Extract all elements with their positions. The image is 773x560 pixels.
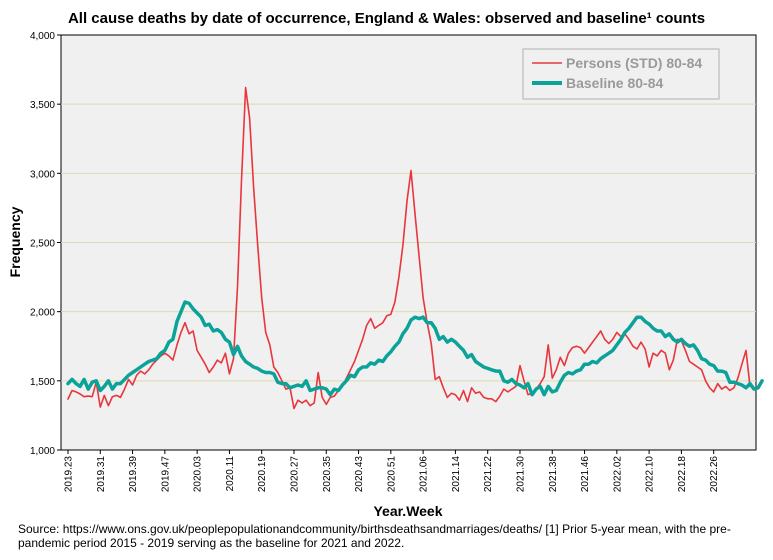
y-tick-label: 3,500 [30,100,55,111]
x-tick-label: 2022.10 [645,456,656,493]
y-tick-label: 3,000 [30,169,55,180]
series-line-baseline [66,300,764,397]
x-tick-label: 2019.31 [96,456,107,493]
x-tick-label: 2020.11 [225,456,236,492]
x-tick-label: 2019.47 [160,456,171,493]
series-lines [66,86,764,410]
y-tick-label: 4,000 [30,31,55,42]
x-tick-label: 2022.02 [612,456,623,493]
x-tick-label: 2021.22 [483,456,494,493]
x-tick-label: 2020.51 [386,456,397,493]
x-tick-label: 2019.23 [64,456,75,493]
x-tick-label: 2021.06 [419,456,430,493]
gridlines [61,103,756,382]
chart-title: All cause deaths by date of occurrence, … [67,10,706,27]
x-tick-label: 2020.43 [354,456,365,493]
x-tick-label: 2022.18 [677,456,688,493]
legend-label-persons: Persons (STD) 80-84 [566,55,702,71]
x-tick-label: 2022.26 [709,456,720,493]
x-tick-label: 2020.35 [322,456,333,493]
x-axis: 2019.23 2019.31 2019.39 2019.47 2020.03 2020.… [64,450,720,493]
x-tick-label: 2021.38 [548,456,559,493]
y-axis: 1,000 1,500 2,000 2,500 3,000 3,500 4,000 [30,31,61,457]
series-line-persons [67,86,751,410]
legend-label-baseline: Baseline 80-84 [566,75,663,91]
x-tick-label: 2020.19 [257,456,268,493]
x-tick-label: 2020.27 [289,456,300,493]
y-tick-label: 2,000 [30,308,55,319]
source-note: Source: https://www.ons.gov.uk/peoplepop… [18,522,731,550]
x-tick-label: 2021.30 [515,456,526,493]
x-tick-label: 2020.03 [193,456,204,493]
x-axis-label: Year.Week [373,503,442,519]
x-tick-label: 2021.14 [451,456,462,493]
x-tick-label: 2019.39 [128,456,139,493]
legend-box [522,48,720,100]
y-tick-label: 1,500 [30,377,55,388]
y-tick-label: 1,000 [30,446,55,457]
x-tick-label: 2021.46 [580,456,591,493]
y-axis-label: Frequency [7,206,23,277]
y-tick-label: 2,500 [30,239,55,250]
legend: Persons (STD) 80-84 Baseline 80-84 [522,48,720,100]
